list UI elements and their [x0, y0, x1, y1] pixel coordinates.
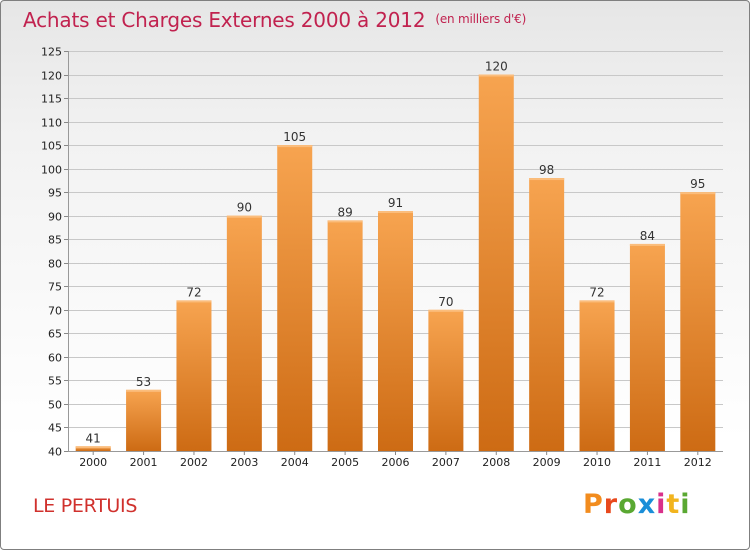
x-tick-label: 2005: [331, 456, 359, 469]
bar: [277, 145, 313, 451]
x-tick-label: 2002: [180, 456, 208, 469]
x-tick-label: 2011: [633, 456, 661, 469]
axes: 40 45 50 55 60 65 70 75 80 85 90 95 100 105 110 115 120 1…: [41, 46, 723, 469]
bar: [75, 446, 111, 451]
bar-highlight: [680, 192, 716, 195]
data-label: 120: [485, 60, 508, 74]
bar-highlight: [277, 145, 313, 148]
bar: [629, 243, 665, 451]
y-tick-label: 95: [48, 187, 62, 200]
bar-highlight: [176, 300, 212, 303]
bar-highlight: [75, 446, 111, 449]
chart-title-text: Achats et Charges Externes 2000 à 2012: [23, 8, 426, 32]
proxiti-logo[interactable]: Proxiti: [583, 489, 691, 520]
data-label: 105: [283, 130, 306, 144]
bar-highlight: [327, 220, 363, 223]
logo-letter: i: [656, 489, 667, 520]
data-label: 41: [86, 431, 101, 445]
data-label: 98: [539, 163, 554, 177]
data-label: 72: [186, 285, 201, 299]
data-label: 53: [136, 375, 151, 389]
data-label: 70: [438, 295, 453, 309]
bar: [579, 300, 615, 451]
y-tick-label: 80: [48, 258, 62, 271]
bar-highlight: [226, 215, 262, 218]
data-label: 84: [640, 229, 655, 243]
y-tick-label: 120: [41, 70, 62, 83]
data-labels: 41 53 72 90 105 89 91 70 120 98 72 84 95: [86, 60, 706, 446]
x-tick-label: 2000: [79, 456, 107, 469]
logo-letter: r: [603, 489, 619, 520]
y-tick-label: 45: [48, 422, 62, 435]
bar: [680, 192, 716, 452]
data-label: 89: [337, 205, 352, 219]
y-tick-label: 75: [48, 281, 62, 294]
logo-letter: o: [618, 489, 638, 520]
logo-letter: i: [680, 489, 691, 520]
y-tick-label: 125: [41, 46, 62, 59]
bar: [428, 309, 464, 451]
bar: [478, 74, 514, 451]
bar: [176, 300, 212, 451]
x-tick-label: 2001: [130, 456, 158, 469]
y-tick-label: 100: [41, 164, 62, 177]
x-tick-label: 2007: [432, 456, 460, 469]
y-tick-label: 115: [41, 93, 62, 106]
x-tick-label: 2010: [583, 456, 611, 469]
bar: [226, 215, 262, 451]
y-tick-label: 105: [41, 140, 62, 153]
bar: [378, 211, 413, 451]
logo-letter: P: [583, 489, 604, 520]
bar: [327, 220, 363, 451]
y-tick-label: 40: [48, 446, 62, 459]
y-tick-label: 55: [48, 375, 62, 388]
y-tick-label: 60: [48, 352, 62, 365]
data-label: 95: [690, 177, 705, 191]
bar-highlight: [529, 178, 565, 181]
x-tick-label: 2004: [281, 456, 309, 469]
chart-unit: (en milliers d'€): [435, 12, 527, 26]
x-tick-label: 2003: [230, 456, 258, 469]
logo-letter: t: [666, 489, 681, 520]
y-tick-label: 110: [41, 117, 62, 130]
data-label: 72: [589, 285, 604, 299]
commune-name: LE PERTUIS: [33, 495, 138, 517]
data-label: 90: [237, 201, 252, 215]
bar-highlight: [579, 300, 615, 303]
y-tick-label: 85: [48, 234, 62, 247]
y-tick-label: 90: [48, 211, 62, 224]
bar-highlight: [478, 74, 514, 77]
x-tick-label: 2009: [533, 456, 561, 469]
x-tick-label: 2012: [684, 456, 712, 469]
y-tick-label: 65: [48, 328, 62, 341]
bar-highlight: [378, 211, 413, 213]
x-tick-label: 2006: [382, 456, 410, 469]
bar-highlight: [629, 243, 665, 246]
data-label: 91: [388, 196, 403, 210]
y-tick-label: 50: [48, 399, 62, 412]
x-tick-label: 2008: [482, 456, 510, 469]
y-tick-label: 70: [48, 305, 62, 318]
chart-title: Achats et Charges Externes 2000 à 2012 (e…: [23, 8, 526, 32]
bar-highlight: [126, 389, 162, 392]
bar-highlight: [428, 309, 464, 312]
bar: [126, 389, 162, 451]
bars: [75, 74, 716, 452]
bar: [529, 178, 565, 451]
logo-letter: x: [637, 489, 657, 520]
